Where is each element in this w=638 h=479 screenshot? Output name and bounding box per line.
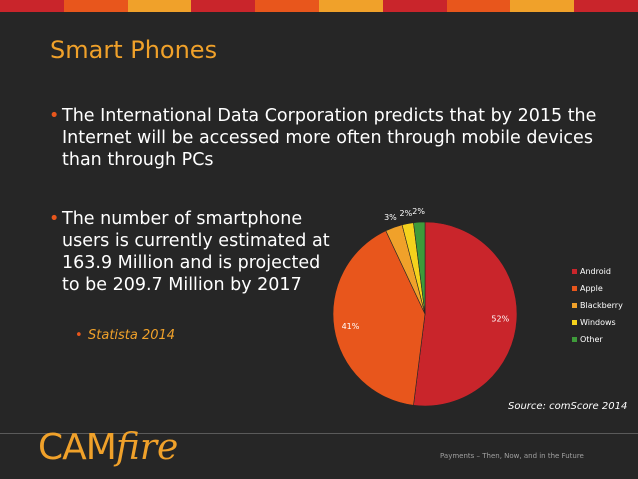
logo-cam-text: CAM [38,427,117,468]
logo-fire-text: fire [115,427,179,468]
header-stripe [0,0,638,12]
legend-item-apple: Apple [572,280,623,297]
data-label-other: 2% [412,207,425,216]
data-label-blackberry: 3% [384,213,397,222]
stripe-segment [191,0,256,12]
legend-label: Apple [580,284,603,293]
bullet-marker: • [49,209,60,229]
bullet-marker: • [49,106,60,126]
sub-bullet-statista: • Statista 2014 [75,328,176,343]
legend-label: Windows [580,318,616,327]
stripe-segment [255,0,319,12]
legend-item-blackberry: Blackberry [572,297,623,314]
stripe-segment [318,0,383,12]
chart-source: Source: comScore 2014 [508,401,628,412]
sub-bullet-text: Statista 2014 [88,328,176,343]
pie-slice-other [413,221,426,315]
stripe-segment [510,0,575,12]
data-label-android: 52% [491,315,509,324]
chart-legend: Android Apple Blackberry Windows Other [572,263,623,348]
legend-swatch [572,286,577,291]
stripe-segment [127,0,192,12]
stripe-segment [382,0,447,12]
bullet-text: The International Data Corporation predi… [62,106,597,170]
pie-slice-apple [332,230,426,406]
data-label-apple: 41% [342,322,360,331]
legend-swatch [572,269,577,274]
legend-item-android: Android [572,263,623,280]
data-label-windows: 2% [400,209,413,218]
legend-label: Other [580,335,603,344]
legend-swatch [572,320,577,325]
legend-label: Android [580,267,611,276]
camfire-logo: CAM fire [38,427,178,471]
sub-bullet-marker: • [75,328,83,343]
bullet-idc-prediction: • The International Data Corporation pre… [49,105,602,171]
bullet-text: The number of smartphone users is curren… [62,209,330,295]
legend-swatch [572,303,577,308]
stripe-segment [0,0,64,12]
stripe-segment [63,0,128,12]
market-share-pie-chart: 52%41%3% 2% 2% [332,207,518,407]
slide-title: Smart Phones [50,36,218,64]
bullet-smartphone-users: • The number of smartphone users is curr… [49,208,342,296]
footer-divider [0,433,638,434]
stripe-segment [574,0,638,12]
pie-slice-android [413,221,518,407]
legend-label: Blackberry [580,301,623,310]
legend-item-windows: Windows [572,314,623,331]
legend-item-other: Other [572,331,623,348]
stripe-segment [446,0,511,12]
legend-swatch [572,337,577,342]
footer-text: Payments – Then, Now, and in the Future [440,452,584,460]
